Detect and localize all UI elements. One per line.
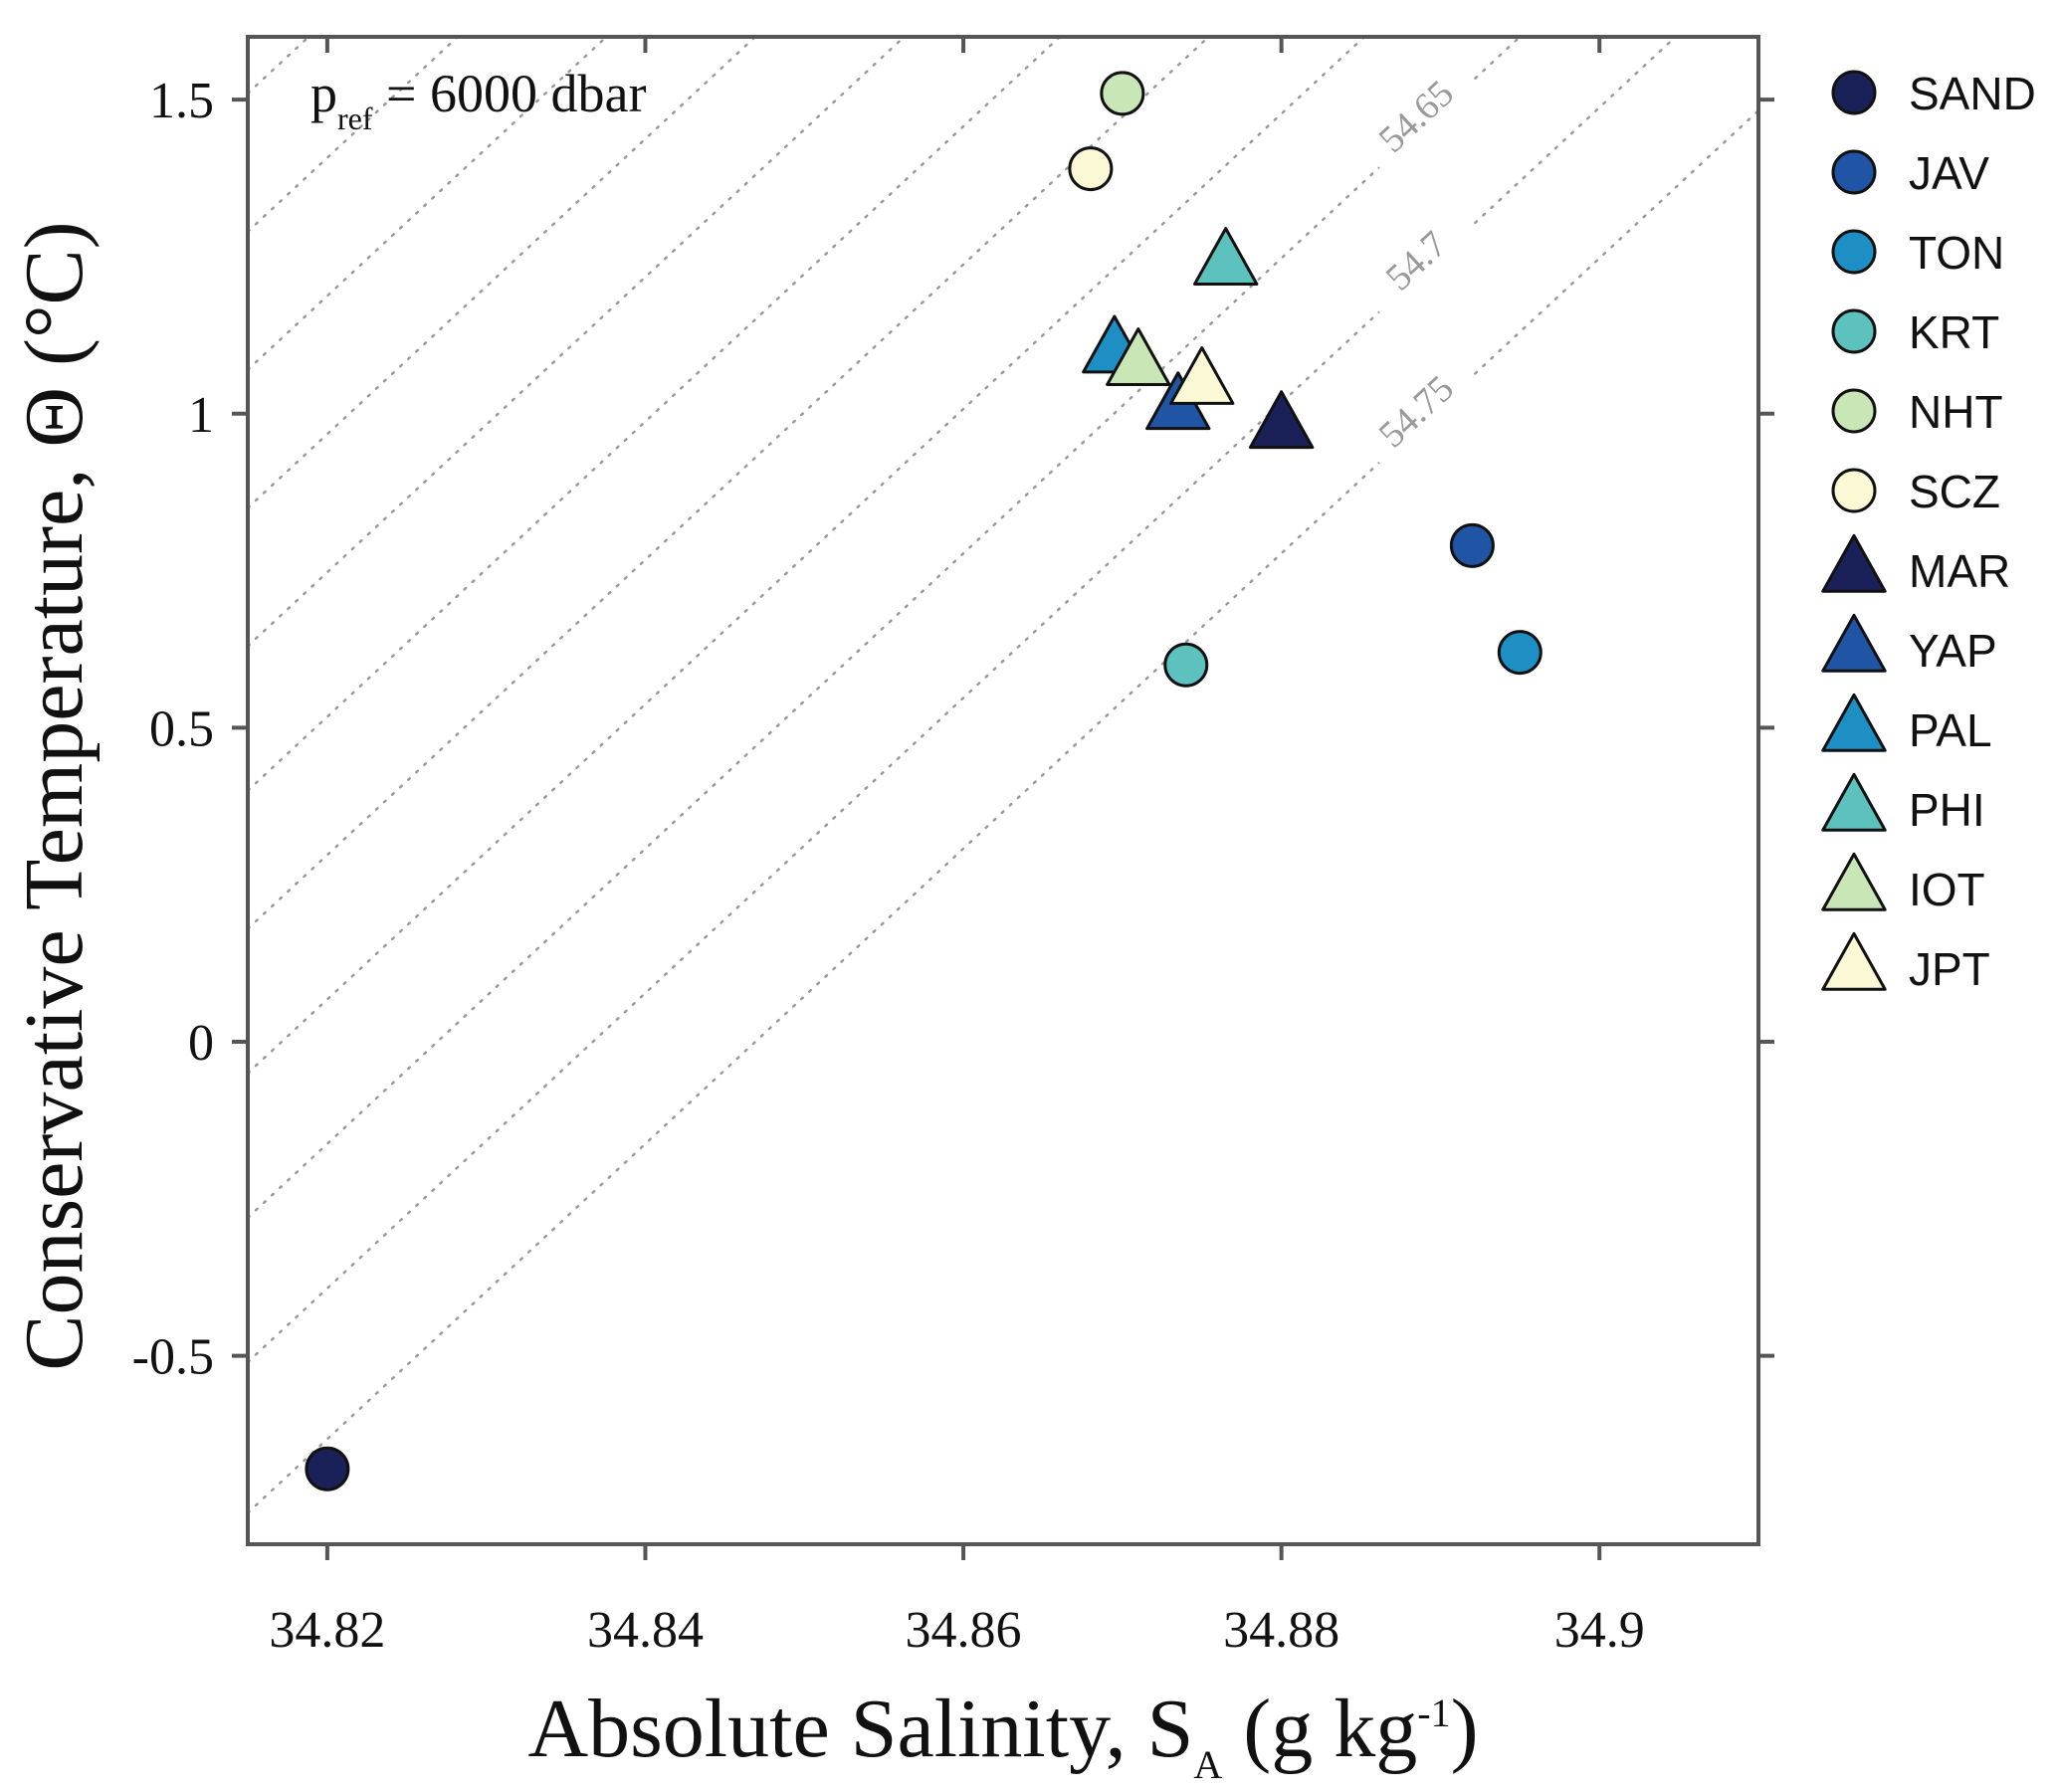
point-mar [1248,390,1315,450]
x-tick-label: 34.9 [1554,1602,1645,1659]
legend-triangle-icon [1821,852,1887,911]
legend-circle-icon [1831,388,1877,434]
plot-frame [246,35,1760,1546]
y-tick-label: 0.5 [149,700,214,757]
legend-label: PAL [1909,704,1992,756]
legend-label: YAP [1909,625,1997,677]
legend-label: SCZ [1909,466,2000,517]
legend-label: NHT [1909,386,2003,438]
point-scz [1068,146,1114,192]
legend-circle-icon [1831,468,1877,513]
x-axis-ticks: 34.82 34.84 34.86 34.88 34.9 [269,37,1645,1659]
legend-item-jpt: JPT [1821,931,1990,995]
legend-item-pal: PAL [1821,693,1992,756]
x-axis-title: Absolute Salinity, SA (g kg-1) [527,1683,1478,1787]
legend-label: JAV [1909,147,1989,199]
point-phi [1193,227,1259,286]
isopycnal-line [248,37,1523,1219]
legend-item-phi: PHI [1821,772,1985,836]
legend-circle-icon [1831,70,1877,115]
legend-item-jav: JAV [1831,147,1989,199]
isopycnal-line [248,37,1678,1364]
isopycnal-label-bg [1359,0,1477,30]
y-axis-title: Conservative Temperature, Θ (°C) [8,221,101,1370]
legend-item-krt: KRT [1831,306,1999,358]
isopycnal-label-bg [1358,206,1477,319]
isopycnal-line [248,37,1366,1075]
isopycnal-label-bg [1358,61,1477,175]
x-tick-label: 34.88 [1223,1602,1339,1659]
legend-label: TON [1909,227,2004,279]
legend-label: MAR [1909,545,2010,597]
isopycnal-label-bg [1358,356,1477,471]
legend-triangle-icon [1821,772,1887,832]
isopycnal-label: 54.6 [1378,0,1455,10]
y-axis-ticks: -0.5 0 0.5 1 1.5 [132,73,1774,1386]
legend-triangle-icon [1821,693,1887,752]
legend-label: SAND [1909,68,2036,119]
legend-circle-icon [1831,308,1877,354]
x-tick-label: 34.82 [269,1602,385,1659]
y-tick-label: 1 [188,387,214,444]
isopycnal-line [248,108,1758,1514]
x-tick-label: 34.86 [906,1602,1022,1659]
point-ton [1497,630,1543,676]
point-jpt [1169,346,1235,405]
legend-triangle-icon [1821,931,1887,991]
legend-label: PHI [1909,784,1985,836]
legend-triangle-icon [1821,613,1887,673]
isopycnal-contours: 54.2554.354.3554.454.4554.554.5554.654.6… [248,0,1758,1514]
data-points [305,71,1543,1492]
point-krt [1163,642,1209,688]
legend-triangle-icon [1821,533,1887,593]
point-jav [1449,522,1495,568]
legend-circle-icon [1831,149,1877,195]
legend-label: IOT [1909,864,1985,915]
legend-item-yap: YAP [1821,613,1997,677]
reference-pressure-label: pref = 6000 dbar [310,64,646,136]
isopycnal-line [248,37,609,371]
legend-item-scz: SCZ [1831,466,2000,517]
isopycnal-line [248,37,1062,792]
legend-label: JPT [1909,943,1990,995]
point-nht [1100,71,1145,116]
y-tick-label: 1.5 [149,73,214,129]
legend-label: KRT [1909,306,1999,358]
point-iot [1106,327,1171,386]
legend-item-sand: SAND [1831,68,2036,119]
x-tick-label: 34.84 [587,1602,704,1659]
y-tick-label: 0 [188,1015,214,1072]
legend-circle-icon [1831,229,1877,275]
isopycnal-line [248,37,1211,930]
legend-item-iot: IOT [1821,852,1985,915]
legend-item-nht: NHT [1831,386,2003,438]
point-sand [305,1446,350,1492]
legend-item-mar: MAR [1821,533,2010,597]
y-tick-label: -0.5 [132,1329,214,1386]
legend-item-ton: TON [1831,227,2004,279]
legend: SAND JAV TON KRT NHT SCZ MAR YAP PAL PHI IOT JPT [1821,68,2036,995]
